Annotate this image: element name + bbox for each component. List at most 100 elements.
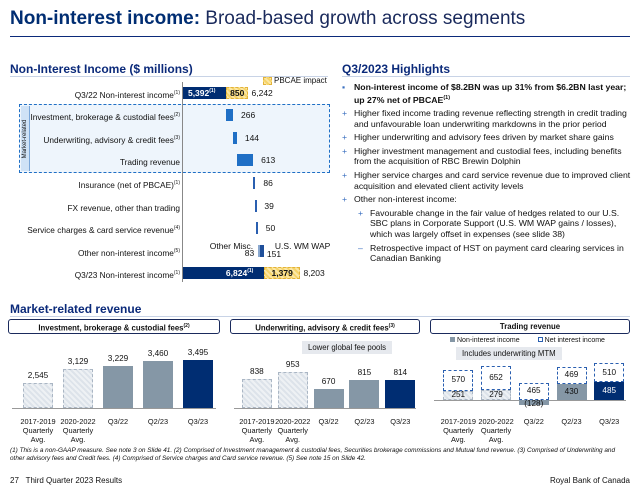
step-7-label-sup: (5) (173, 248, 180, 254)
divider (10, 76, 328, 77)
step-6-bar (256, 222, 258, 234)
step-4-label-text: Insurance (net of PBCAE) (78, 179, 174, 190)
panel-header-2: Underwriting, advisory & credit fees(3) (230, 319, 420, 334)
start-value-sup: (1) (209, 88, 216, 95)
step-4-label-sup: (1) (173, 180, 180, 186)
deck-title: Third Quarter 2023 Results (25, 476, 123, 485)
start-total-value: 6,242 (251, 88, 273, 98)
step-6-label-sup: (4) (173, 225, 180, 231)
step-4-bar (253, 177, 256, 189)
start-pbcae-value: 850 (230, 88, 245, 98)
net-interest-value: 469 (564, 370, 579, 380)
baseline (12, 408, 216, 409)
highlight-text: Retrospective impact of HST on payment c… (370, 242, 624, 264)
step-7-label: Other non-interest income(5) (78, 246, 180, 258)
bar-value-label: 953 (285, 359, 300, 369)
non-interest-bar (443, 390, 474, 400)
step-6-value: 50 (265, 223, 276, 233)
panel-header-1: Investment, brokerage & custodial fees(2… (8, 319, 220, 334)
start-label: Q3/22 Non-interest income(1) (75, 88, 180, 100)
step-6-label-text: Service charges & card service revenue (27, 224, 174, 235)
legend-label: Net interest income (544, 337, 605, 344)
highlight-item: – Retrospective impact of HST on payment … (342, 243, 632, 264)
step-2-label: Underwriting, advisory & credit fees(3) (43, 133, 180, 145)
bullet-marker: + (358, 207, 364, 218)
highlights-title: Q3/2023 Highlights (342, 62, 451, 76)
highlight-text: Favourable change in the fair value of h… (370, 207, 620, 240)
bar-value-label: 815 (357, 368, 372, 378)
panel-title-sup: (2) (183, 323, 190, 329)
legend-label: PBCAE impact (274, 76, 327, 85)
step-6-label: Service charges & card service revenue(4… (27, 223, 180, 235)
bar-value-label: 838 (250, 366, 264, 376)
end-label-sup: (1) (173, 270, 180, 276)
bar (23, 382, 53, 408)
non-interest-value: 251 (451, 390, 466, 400)
bar-value-label: 2,545 (27, 370, 49, 380)
bar-value-label: 3,460 (147, 348, 169, 358)
company-name: Royal Bank of Canada (549, 476, 630, 485)
footer-left: 27 Third Quarter 2023 Results (10, 476, 122, 485)
step-2-bar (233, 132, 237, 144)
highlight-text: Higher service charges and card service … (354, 170, 631, 191)
footnotes: (1) This is a non-GAAP measure. See note… (10, 447, 616, 462)
x-tick-label: Q2/23 (147, 417, 169, 426)
bar (313, 389, 344, 408)
panel-title: Trading revenue (499, 322, 561, 331)
bar-value-label: 3,495 (187, 347, 209, 357)
highlight-text: Higher fixed income trading revenue refl… (354, 108, 627, 129)
start-value-text: 5,392 (187, 88, 210, 98)
non-interest-bar (594, 382, 625, 400)
wap-label: U.S. WM WAP 151 (266, 241, 331, 259)
highlight-item: + Higher underwriting and advisory fees d… (342, 132, 632, 143)
end-label-text: Q3/23 Non-interest income (74, 269, 174, 280)
x-tick-label: 2017-2019 Quarterly Avg. (239, 417, 275, 444)
step-7-label-text: Other non-interest income (77, 247, 174, 258)
annotation-callout: Lower global fee pools (302, 341, 393, 354)
highlight-item: + Higher fixed income trading revenue ref… (342, 108, 632, 129)
net-interest-bar (481, 365, 512, 390)
bar (349, 380, 380, 408)
legend-swatch (450, 337, 455, 342)
panel-title: Investment, brokerage & custodial fees (38, 323, 184, 333)
x-tick-label: Q3/22 (523, 417, 544, 426)
start-label-sup: (1) (173, 90, 180, 96)
market-related-box (19, 104, 330, 173)
wap-value: 151 (266, 249, 282, 259)
baseline (234, 408, 416, 409)
start-label-text: Q3/22 Non-interest income (74, 89, 174, 100)
x-tick-label: Q3/23 (390, 417, 411, 426)
highlight-text: Other non-interest income: (354, 194, 457, 205)
net-interest-bar (556, 366, 587, 385)
step-3-label: Trading revenue (120, 155, 180, 167)
x-tick-label: 2020-2022 Quarterly Avg. (275, 417, 311, 444)
other-part-bar (259, 245, 264, 257)
bullet-marker: – (358, 242, 363, 253)
highlight-item: + Higher investment management and custod… (342, 146, 632, 167)
end-label: Q3/23 Non-interest income(1) (75, 268, 180, 280)
highlight-text: Higher underwriting and advisory fees dr… (354, 132, 614, 143)
market-section-title: Market-related revenue (10, 302, 142, 316)
step-5-value: 39 (264, 201, 274, 211)
bullet-marker: + (342, 108, 348, 119)
non-interest-value: 485 (602, 386, 617, 396)
x-tick-label: 2017-2019 Quarterly Avg. (440, 417, 476, 444)
x-tick-label: Q3/23 (187, 417, 209, 426)
bar (143, 360, 173, 408)
panel-title: Underwriting, advisory & credit fees (255, 323, 389, 333)
step-5-label: FX revenue, other than trading (67, 201, 180, 213)
net-interest-value: 652 (489, 372, 503, 382)
net-interest-bar (443, 369, 474, 391)
panel-title-sup: (3) (388, 323, 395, 329)
wap-name: U.S. WM WAP (274, 241, 331, 251)
step-3-bar (236, 154, 254, 166)
highlight-text: Non-interest income of $8.2BN was up 31%… (354, 82, 627, 105)
step-5-bar (255, 200, 257, 212)
divider (10, 316, 630, 317)
bar-value-label: 3,129 (67, 356, 89, 366)
net-interest-bar (594, 363, 625, 383)
x-tick-label: 2017-2019 Quarterly Avg. (20, 417, 56, 444)
annotation-callout: Includes underwriting MTM (456, 347, 562, 360)
legend-swatch (537, 337, 543, 342)
start-pbcae-bar (225, 87, 249, 99)
